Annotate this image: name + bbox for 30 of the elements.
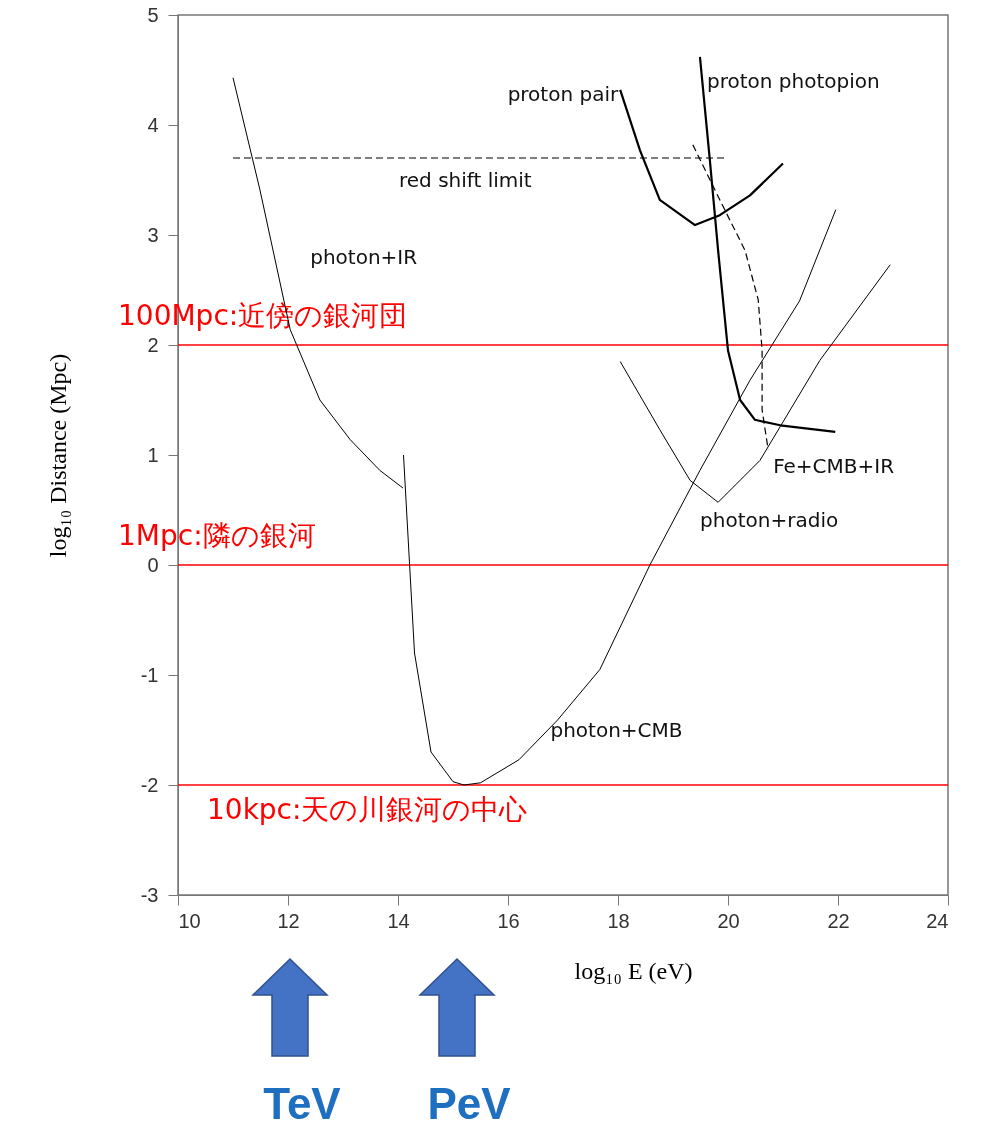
y-tick-label: 4: [147, 113, 159, 136]
x-tick-label: 10: [178, 909, 201, 932]
series-label: proton photopion: [706, 68, 880, 93]
x-tick-label: 12: [277, 909, 300, 932]
x-tick-label: 14: [387, 909, 410, 932]
y-tick-label: -1: [140, 663, 159, 686]
text: PeV: [427, 1079, 512, 1126]
y-axis-title: log₁₀ Distance (Mpc): [44, 353, 71, 558]
ref-line-label: 1Mpc:隣の銀河: [118, 519, 316, 552]
series-label: proton pair: [507, 81, 619, 106]
x-tick-label: 20: [717, 909, 740, 932]
y-tick-label: 1: [147, 443, 159, 466]
x-tick-label: 22: [827, 909, 850, 932]
ref-line-label: 10kpc:天の川銀河の中心: [207, 793, 528, 826]
x-tick-label: 24: [926, 909, 949, 932]
y-tick-label: 2: [147, 333, 159, 356]
y-tick-label: -2: [140, 773, 159, 796]
series-label: Fe+CMB+IR: [773, 453, 895, 478]
y-tick-label: -3: [140, 883, 159, 906]
y-tick-label: 5: [147, 3, 159, 26]
series-label: photon+CMB: [550, 718, 683, 743]
x-tick-label: 16: [497, 909, 520, 932]
y-tick-label: 0: [147, 553, 159, 576]
x-axis-title: log₁₀ E (eV): [574, 957, 693, 984]
x-tick-label: 18: [607, 909, 630, 932]
y-tick-label: 3: [147, 223, 159, 246]
text: TeV: [263, 1079, 342, 1126]
series-label: photon+IR: [310, 244, 418, 269]
series-label: photon+radio: [700, 508, 839, 533]
series-label: red shift limit: [399, 168, 532, 192]
